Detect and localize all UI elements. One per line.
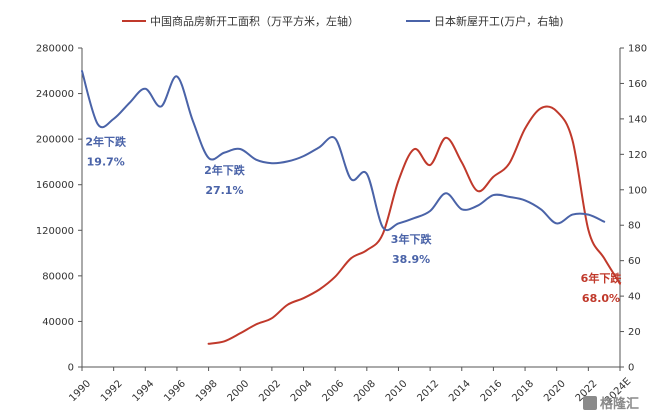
series-layer	[81, 70, 621, 345]
annotation-value: 38.9%	[392, 253, 430, 266]
annotation-value: 27.1%	[205, 184, 243, 197]
x-tick-label: 2012	[415, 378, 441, 404]
legend-label: 中国商品房新开工面积（万平方米，左轴）	[150, 14, 359, 28]
x-tick-label: 2004	[289, 378, 315, 404]
annotations: 2年下跌 19.7% 2年下跌 27.1% 3年下跌 38.9% 6年下跌 68.0%	[85, 134, 622, 304]
right-tick-label: 0	[628, 363, 634, 374]
watermark-text: 格隆汇	[600, 396, 639, 412]
left-tick-label: 280000	[36, 44, 74, 55]
watermark-logo-icon	[583, 396, 597, 410]
x-tick-label: 2020	[542, 378, 568, 404]
legend-label: 日本新屋开工(万户，右轴)	[434, 14, 564, 28]
x-tick-label: 1994	[131, 378, 157, 404]
series-line-japan-starts	[81, 70, 606, 232]
x-tick-label: 2008	[352, 378, 378, 404]
left-tick-label: 40000	[42, 317, 74, 328]
annotation-label: 6年下跌	[581, 271, 623, 285]
x-tick-label: 1992	[99, 378, 125, 404]
x-tick-label: 2010	[384, 378, 410, 404]
right-tick-label: 20	[628, 327, 641, 338]
left-tick-label: 240000	[36, 89, 74, 100]
x-tick-label: 2002	[257, 378, 283, 404]
annotation-value: 68.0%	[582, 292, 620, 305]
right-tick-label: 180	[628, 44, 647, 55]
right-tick-label: 120	[628, 150, 647, 161]
left-tick-label: 160000	[36, 180, 74, 191]
legend: 中国商品房新开工面积（万平方米，左轴） 日本新屋开工(万户，右轴)	[122, 14, 564, 28]
x-tick-label: 2018	[510, 378, 536, 404]
right-tick-label: 60	[628, 256, 641, 267]
axes: 0 40000 80000 120000 160000 200000 240000 28000…	[36, 44, 647, 407]
watermark: 格隆汇	[583, 396, 639, 412]
right-tick-label: 100	[628, 185, 647, 196]
series-line-china-starts	[207, 105, 621, 345]
right-tick-label: 140	[628, 114, 647, 125]
x-tick-label: 1990	[67, 378, 93, 404]
left-tick-label: 80000	[42, 271, 74, 282]
right-tick-label: 160	[628, 79, 647, 90]
annotation-label: 2年下跌	[85, 134, 127, 148]
right-tick-label: 80	[628, 221, 641, 232]
x-tick-label: 2016	[479, 378, 505, 404]
x-tick-label: 2000	[226, 378, 252, 404]
x-tick-label: 1998	[194, 378, 220, 404]
x-tick-label: 2014	[447, 378, 473, 404]
left-tick-label: 0	[68, 363, 74, 374]
annotation-value: 19.7%	[87, 155, 125, 168]
x-tick-label: 2006	[321, 378, 347, 404]
x-tick-label: 1996	[162, 378, 188, 404]
annotation-label: 3年下跌	[391, 232, 433, 246]
annotation-label: 2年下跌	[204, 163, 246, 177]
right-tick-label: 40	[628, 292, 641, 303]
left-tick-label: 120000	[36, 226, 74, 237]
left-tick-label: 200000	[36, 135, 74, 146]
